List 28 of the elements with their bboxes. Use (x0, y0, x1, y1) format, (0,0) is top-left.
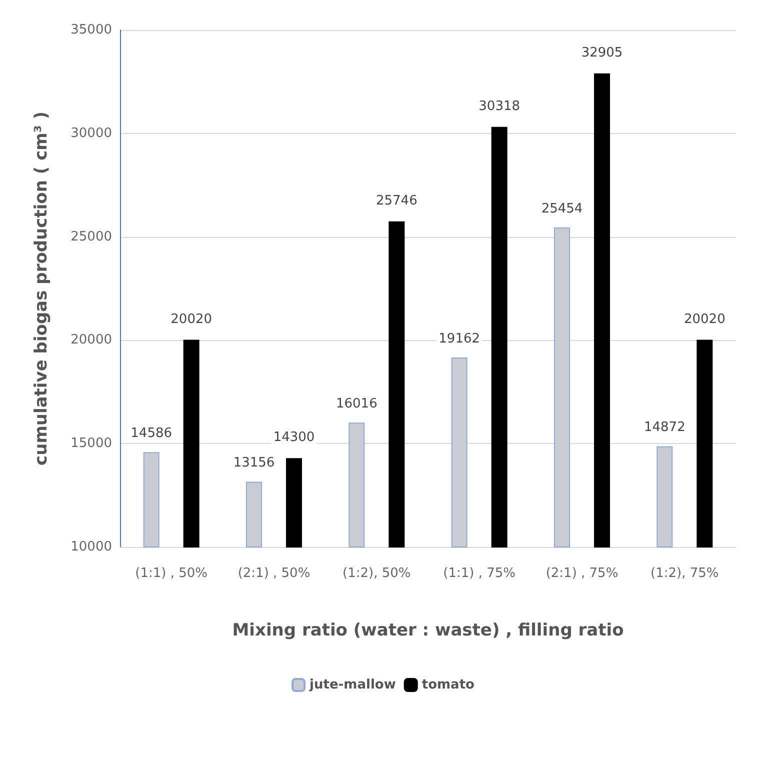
x-tick-label: (1:1) , 50% (135, 566, 208, 581)
legend-label: jute-mallow (308, 678, 396, 692)
data-label: 14300 (273, 430, 315, 446)
x-tick-label: (1:2), 75% (650, 566, 719, 581)
data-label: 20020 (684, 312, 726, 327)
x-axis-title: Mixing ratio (water : waste) , filling ratio (232, 620, 624, 640)
y-tick-label: 10000 (70, 540, 112, 554)
x-tick-label: (1:1) , 75% (443, 566, 516, 581)
data-label: 14872 (644, 420, 686, 436)
data-label: 13156 (233, 456, 275, 471)
y-tick-label: 20000 (70, 332, 112, 348)
legend-label: tomato (422, 678, 475, 692)
x-tick-label: (1:2), 50% (342, 566, 411, 581)
data-label: 25454 (541, 201, 583, 216)
y-tick-label: 25000 (70, 229, 112, 244)
data-label: 25746 (376, 193, 418, 208)
data-label: 19162 (438, 332, 480, 347)
y-axis-title: cumulative biogas production ( cm³ ) (32, 112, 52, 466)
y-tick-label: 35000 (70, 22, 112, 38)
data-label: 30318 (478, 98, 520, 114)
data-label: 20020 (170, 312, 212, 327)
y-tick-label: 30000 (70, 126, 112, 141)
y-tick-label: 15000 (70, 436, 112, 452)
x-tick-label: (2:1) , 75% (546, 566, 618, 581)
data-label: 14586 (130, 426, 172, 442)
x-tick-label: (2:1) , 50% (238, 566, 310, 581)
data-label: 16016 (336, 396, 378, 412)
data-label: 32905 (581, 45, 623, 60)
